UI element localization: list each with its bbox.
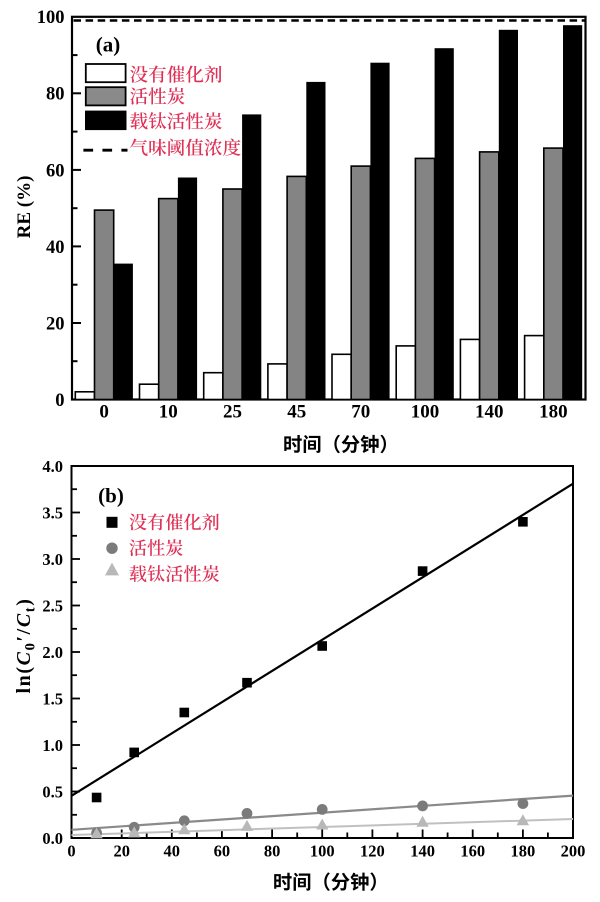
- svg-text:2.0: 2.0: [42, 643, 63, 662]
- svg-text:100: 100: [310, 842, 335, 861]
- svg-text:45: 45: [287, 402, 306, 423]
- svg-text:(a): (a): [96, 32, 121, 56]
- svg-text:ln(C0′/Ct): ln(C0′/Ct): [13, 598, 39, 694]
- svg-text:3.0: 3.0: [42, 550, 63, 569]
- svg-text:1.0: 1.0: [42, 736, 63, 755]
- svg-text:40: 40: [46, 238, 65, 258]
- svg-text:160: 160: [460, 842, 485, 861]
- svg-text:4.0: 4.0: [42, 457, 63, 476]
- svg-text:40: 40: [164, 842, 181, 861]
- svg-text:2.5: 2.5: [42, 596, 63, 615]
- svg-text:20: 20: [46, 314, 65, 334]
- svg-text:(b): (b): [98, 484, 124, 508]
- svg-text:20: 20: [113, 842, 130, 861]
- svg-text:0: 0: [67, 842, 75, 861]
- svg-text:0: 0: [55, 391, 64, 411]
- svg-text:140: 140: [475, 402, 504, 423]
- svg-text:180: 180: [511, 842, 536, 861]
- svg-text:80: 80: [46, 85, 65, 105]
- svg-text:0: 0: [99, 402, 109, 423]
- svg-text:RE (%): RE (%): [14, 176, 35, 239]
- svg-text:120: 120: [360, 842, 385, 861]
- svg-text:1.5: 1.5: [42, 689, 63, 708]
- svg-text:180: 180: [539, 402, 568, 423]
- svg-text:100: 100: [37, 8, 65, 28]
- svg-text:140: 140: [410, 842, 435, 861]
- svg-text:70: 70: [351, 402, 370, 423]
- svg-text:25: 25: [223, 402, 242, 423]
- svg-text:0.5: 0.5: [42, 782, 63, 801]
- svg-text:80: 80: [264, 842, 281, 861]
- svg-text:10: 10: [159, 402, 178, 423]
- svg-text:200: 200: [561, 842, 586, 861]
- svg-text:60: 60: [214, 842, 231, 861]
- svg-text:100: 100: [411, 402, 440, 423]
- svg-text:3.5: 3.5: [42, 503, 63, 522]
- svg-text:0.0: 0.0: [42, 829, 63, 848]
- svg-text:60: 60: [46, 161, 65, 181]
